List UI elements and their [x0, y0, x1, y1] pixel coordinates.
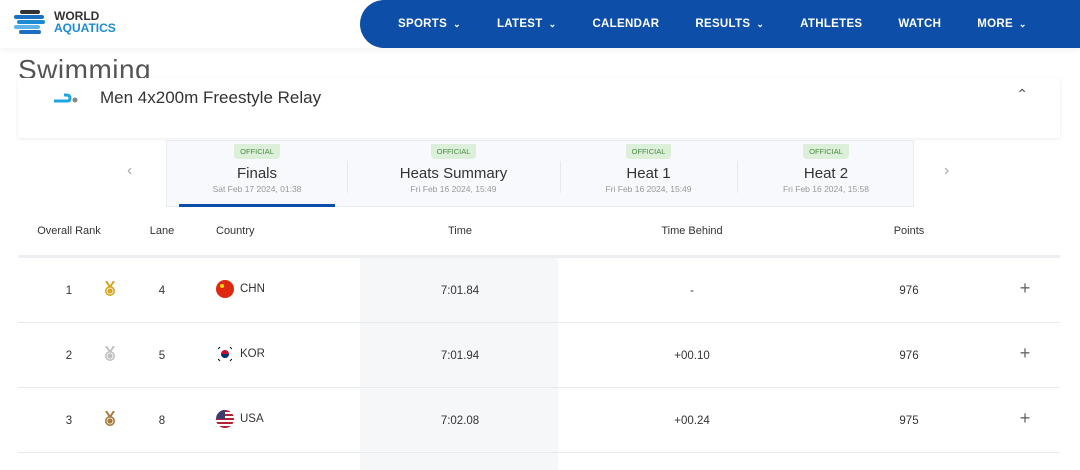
nav-label: ATHLETES	[800, 18, 863, 30]
gold-medal-icon	[103, 280, 117, 300]
column-header[interactable]: Time Behind	[661, 225, 723, 237]
tab-heat-1[interactable]: OFFICIAL Heat 1 Fri Feb 16 2024, 15:49	[560, 141, 737, 207]
nav-athletes[interactable]: ATHLETES	[800, 18, 862, 30]
lane: 5	[158, 350, 166, 362]
usa-flag-icon	[216, 410, 234, 428]
rank: 2	[65, 350, 73, 362]
lane: 4	[158, 285, 166, 297]
country-code: USA	[240, 413, 264, 426]
time-behind: +00.24	[674, 415, 710, 427]
expand-plus-icon[interactable]: +	[1019, 343, 1031, 363]
tab-divider	[347, 161, 348, 193]
rank: 1	[65, 285, 73, 297]
official-badge: OFFICIAL	[625, 144, 672, 159]
nav-label: CALENDAR	[592, 18, 660, 30]
country-code: CHN	[240, 283, 265, 296]
column-header[interactable]: Overall Rank	[37, 225, 101, 237]
swimming-icon	[54, 93, 78, 103]
time: 7:01.94	[440, 350, 480, 362]
tab-date: Fri Feb 16 2024, 15:58	[782, 184, 869, 194]
tab-divider	[737, 161, 738, 193]
event-name: Men 4x200m Freestyle Relay	[100, 88, 322, 107]
result-tabs: OFFICIAL Finals Sat Feb 17 2024, 01:38 OFFI…	[166, 140, 914, 207]
country: USA	[216, 410, 264, 428]
chn-flag-icon	[216, 280, 234, 298]
tab-heats-summary[interactable]: OFFICIAL Heats Summary Fri Feb 16 2024, 15…	[347, 141, 560, 207]
country: CHN	[216, 280, 265, 298]
chevron-down-icon: ⌄	[453, 18, 461, 29]
event-card[interactable]: Men 4x200m Freestyle Relay ⌃	[18, 78, 1060, 138]
nav-label: LATEST	[496, 18, 543, 30]
nav-watch[interactable]: WATCH	[898, 18, 941, 30]
chevron-down-icon: ⌄	[548, 18, 557, 29]
table-header: Overall Rank Lane Country Time Time Behind Po…	[18, 220, 1060, 258]
column-header[interactable]: Time	[447, 225, 473, 237]
nav-more[interactable]: MORE ⌄	[977, 18, 1027, 30]
time-column-highlight	[360, 258, 558, 470]
time: 7:02.08	[440, 415, 480, 427]
logo-line1: WORLD	[54, 9, 100, 23]
nav-latest[interactable]: LATEST ⌄	[497, 18, 557, 30]
table-row[interactable]: 1 4 CHN 7:01.84 - 976 +	[18, 258, 1060, 323]
column-header[interactable]: Lane	[149, 225, 175, 237]
expand-plus-icon[interactable]: +	[1019, 278, 1031, 298]
nav-results[interactable]: RESULTS ⌄	[695, 18, 764, 30]
tab-name: Heat 1	[626, 165, 671, 182]
nav-label: RESULTS	[695, 18, 751, 30]
time-behind: -	[690, 285, 694, 297]
time: 7:01.84	[440, 285, 480, 297]
tab-date: Fri Feb 16 2024, 15:49	[410, 184, 497, 194]
lane: 8	[158, 415, 166, 427]
official-badge: OFFICIAL	[803, 144, 849, 159]
nav-calendar[interactable]: CALENDAR	[592, 18, 659, 30]
site-header: WORLD AQUATICS SPORTS ⌄ LATEST ⌄ CALENDAR RESU…	[0, 0, 1080, 48]
official-badge: OFFICIAL	[234, 144, 280, 159]
chevron-down-icon: ⌄	[1018, 18, 1027, 29]
tabs-prev-arrow[interactable]: ‹	[127, 162, 133, 179]
expand-plus-icon[interactable]: +	[1019, 408, 1031, 428]
time-behind: +00.10	[674, 350, 710, 362]
nav-sports[interactable]: SPORTS ⌄	[398, 18, 461, 30]
points: 976	[899, 285, 919, 297]
tabs-next-arrow[interactable]: ›	[944, 162, 950, 179]
table-row[interactable]: 2 5 KOR 7:01.94 +00.10 976 +	[18, 323, 1060, 388]
logo-icon	[14, 10, 46, 34]
nav-label: MORE	[977, 18, 1013, 30]
official-badge: OFFICIAL	[430, 144, 477, 159]
country: KOR	[216, 345, 265, 363]
world-aquatics-logo[interactable]: WORLD AQUATICS	[14, 10, 116, 34]
logo-line2: AQUATICS	[54, 21, 116, 35]
bronze-medal-icon	[103, 410, 117, 430]
tab-name: Heat 2	[803, 165, 849, 182]
table-row[interactable]: 3 8 USA 7:02.08 +00.24 975 +	[18, 388, 1060, 453]
tab-finals[interactable]: OFFICIAL Finals Sat Feb 17 2024, 01:38	[167, 141, 347, 207]
column-header[interactable]: Country	[216, 225, 255, 237]
silver-medal-icon	[103, 345, 117, 365]
tab-divider	[560, 161, 561, 193]
tab-date: Sat Feb 17 2024, 01:38	[212, 184, 302, 194]
points: 975	[899, 415, 919, 427]
column-header[interactable]: Points	[893, 225, 925, 237]
tab-heat-2[interactable]: OFFICIAL Heat 2 Fri Feb 16 2024, 15:58	[737, 141, 915, 207]
chevron-down-icon: ⌄	[756, 18, 765, 29]
chevron-up-icon[interactable]: ⌃	[1016, 86, 1028, 102]
country-code: KOR	[240, 348, 265, 361]
tab-name: Finals	[236, 165, 277, 182]
kor-flag-icon	[216, 345, 234, 363]
tab-name: Heats Summary	[399, 165, 508, 182]
tab-date: Fri Feb 16 2024, 15:49	[605, 184, 692, 194]
main-nav: SPORTS ⌄ LATEST ⌄ CALENDAR RESULTS ⌄ ATHLETES WA…	[360, 0, 1080, 48]
nav-label: SPORTS	[398, 18, 448, 30]
nav-label: WATCH	[898, 18, 942, 30]
points: 976	[899, 350, 919, 362]
rank: 3	[65, 415, 73, 427]
